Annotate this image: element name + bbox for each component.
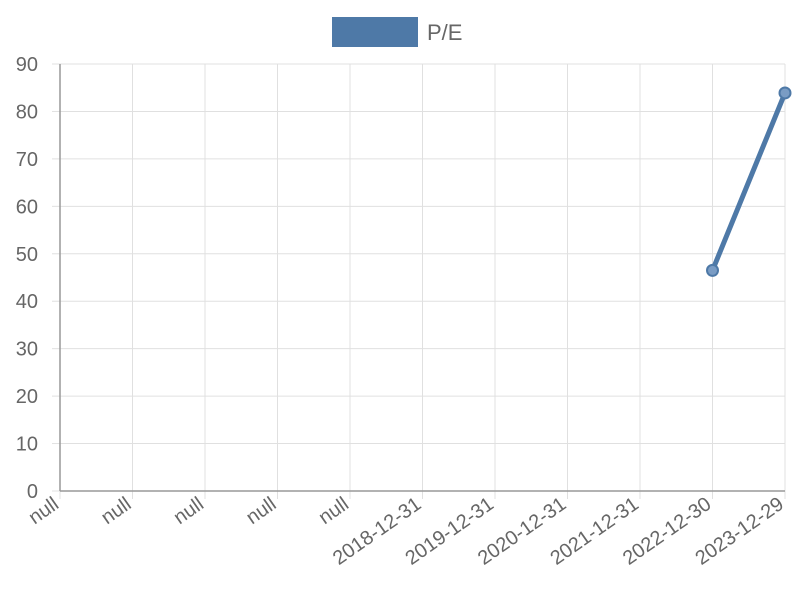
y-tick-label: 30 — [16, 339, 38, 361]
y-tick-label: 90 — [16, 54, 38, 76]
y-tick-label: 20 — [16, 386, 38, 408]
legend-label: P/E — [427, 20, 462, 45]
x-axis: null null null null null2018-12-312019-12-31… — [25, 490, 788, 570]
legend-swatch — [332, 17, 418, 47]
x-tick-label: null — [315, 493, 353, 529]
y-tick-label: 50 — [16, 244, 38, 266]
legend[interactable]: P/E — [332, 17, 462, 47]
y-tick-label: 10 — [16, 434, 38, 456]
y-tick-label: 70 — [16, 149, 38, 171]
x-tick-label: null — [170, 493, 208, 529]
series-line — [710, 90, 788, 273]
grid — [59, 63, 786, 492]
data-point — [778, 86, 792, 100]
data-point — [706, 263, 719, 277]
y-tick-label: 0 — [27, 481, 38, 503]
y-tick-label: 60 — [16, 196, 38, 218]
x-tick-label: null — [242, 493, 280, 529]
y-axis: 0 10 20 30 40 50 60 70 80 90 — [16, 54, 61, 503]
x-tick-label: null — [97, 493, 135, 529]
y-tick-label: 80 — [16, 101, 38, 123]
series-pe — [706, 86, 792, 277]
y-tick-label: 40 — [16, 291, 38, 313]
